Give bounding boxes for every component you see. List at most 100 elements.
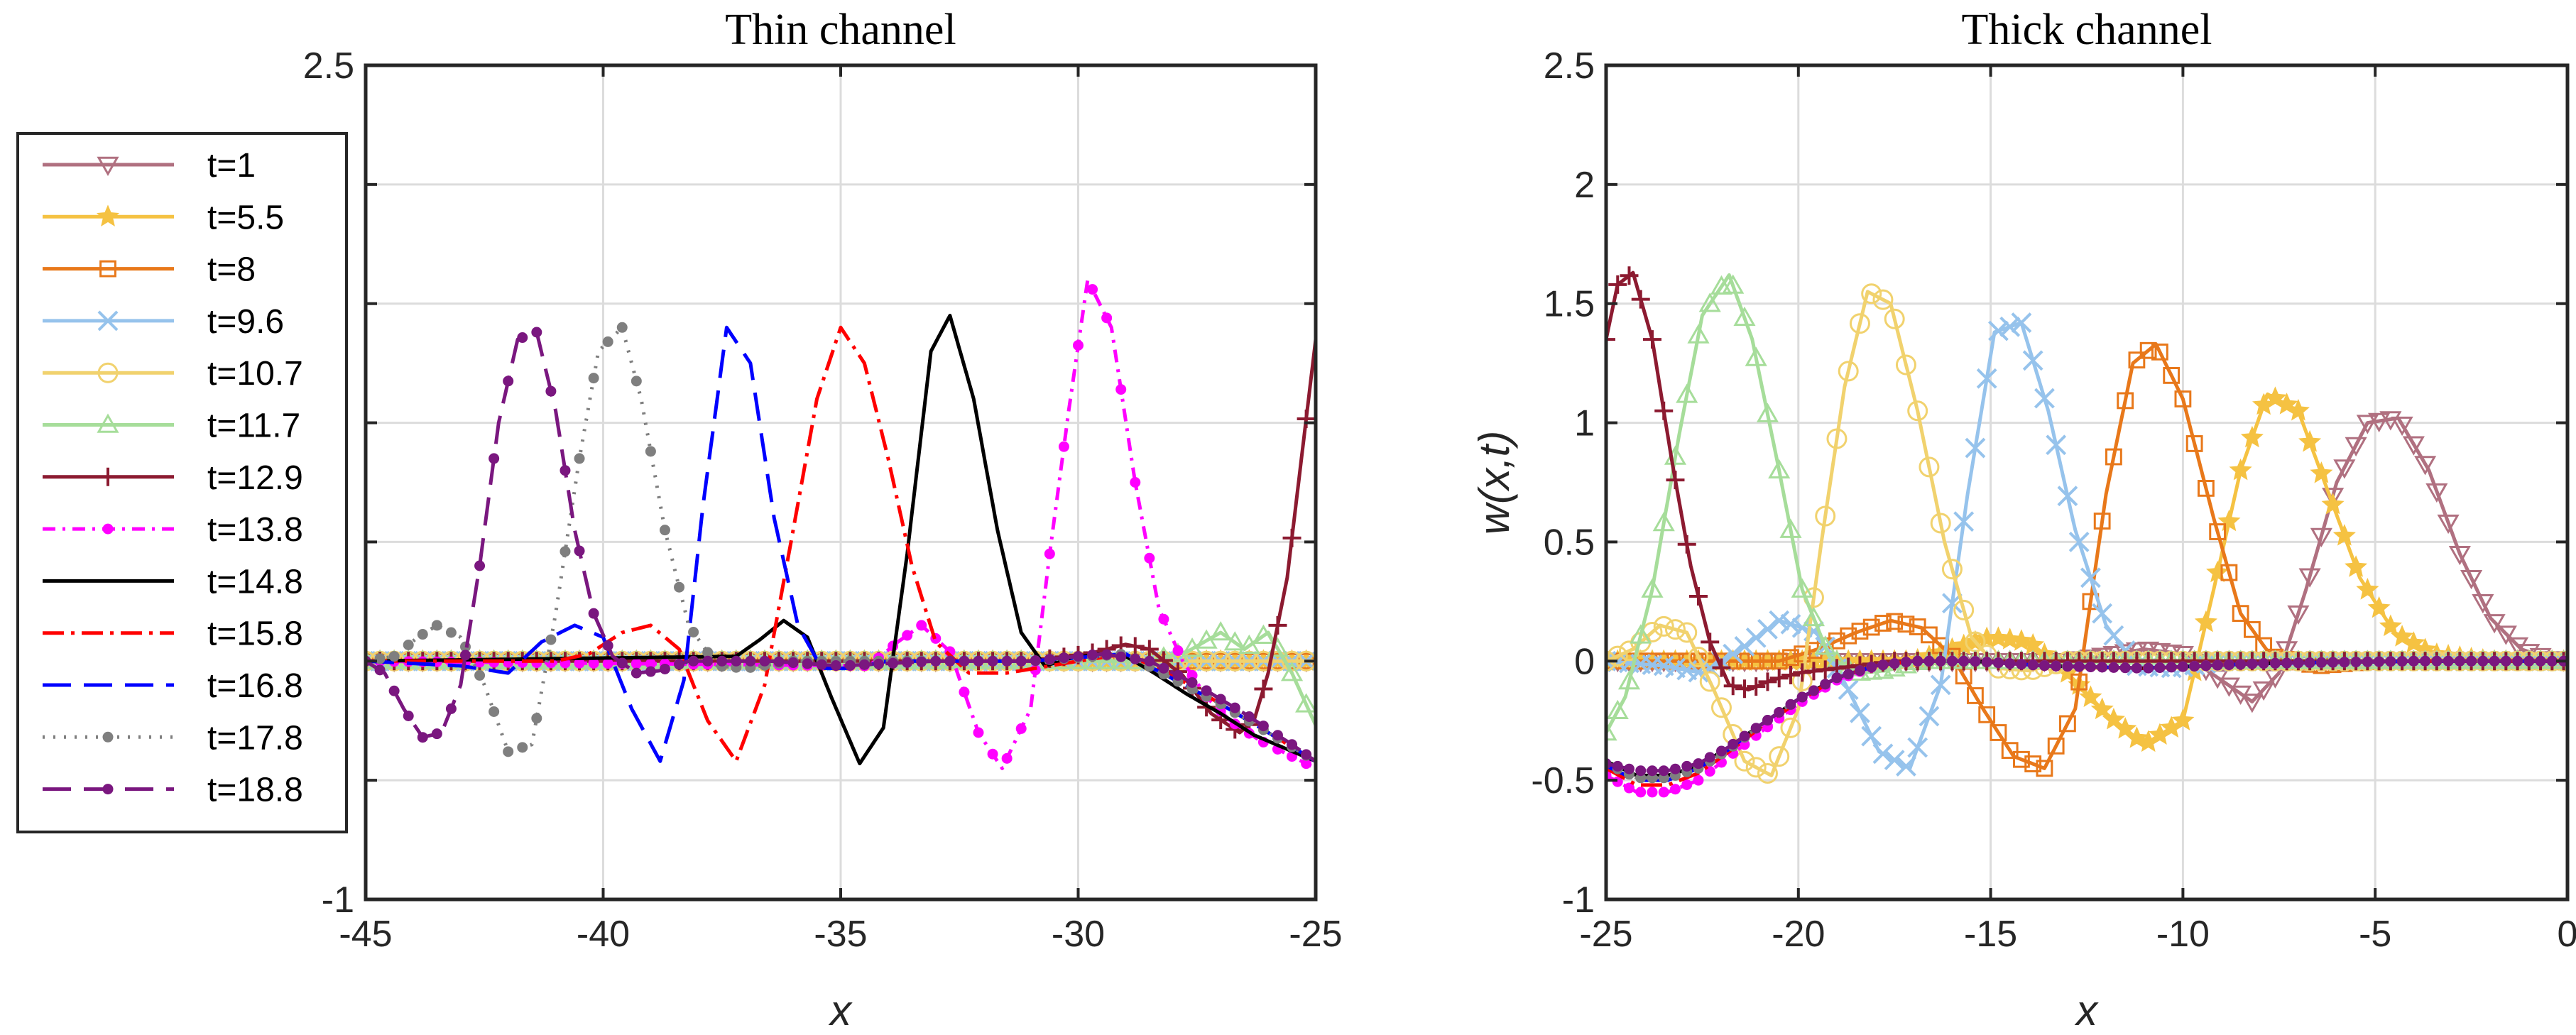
marker-dot: [1831, 672, 1843, 684]
y-axis-label: w(x,t): [1470, 431, 1518, 535]
marker-dot: [702, 655, 714, 667]
legend-item: t=11.7: [43, 407, 300, 445]
marker-plus: [1701, 632, 1720, 652]
marker-dot: [1693, 758, 1704, 770]
marker-triangle-up: [1606, 721, 1617, 741]
marker-dot: [1144, 552, 1155, 564]
legend-item: t=17.8: [43, 719, 303, 757]
marker-circle: [1710, 697, 1732, 718]
marker-dot: [888, 657, 899, 669]
marker-circle: [1653, 615, 1674, 637]
marker-dot: [1958, 655, 1970, 667]
marker-dot: [1912, 655, 1923, 667]
marker-triangle-down: [2252, 681, 2275, 701]
marker-square: [1967, 687, 1984, 704]
marker-x: [1769, 610, 1790, 631]
marker-dot: [1087, 650, 1098, 661]
marker-dot: [902, 630, 913, 641]
marker-triangle-up: [97, 413, 119, 433]
marker-dot: [1058, 652, 1069, 664]
marker-dot: [1658, 765, 1669, 777]
marker-plus: [1688, 586, 1708, 606]
marker-square: [2001, 742, 2019, 760]
marker-circle: [1815, 505, 1836, 527]
legend-label: t=18.8: [207, 772, 303, 809]
marker-circle: [1699, 671, 1720, 692]
marker-dot: [2339, 657, 2350, 668]
marker-dot: [2374, 656, 2385, 667]
marker-square: [1759, 652, 1777, 670]
marker-square: [1862, 618, 1880, 636]
marker-dot: [2385, 656, 2396, 667]
marker-triangle-up: [1814, 635, 1837, 655]
marker-dot: [1130, 653, 1141, 664]
marker-triangle-up: [1791, 578, 1813, 598]
legend-label: t=5.5: [207, 199, 284, 236]
marker-dot: [1172, 645, 1184, 657]
x-tick-label: -30: [1052, 914, 1105, 955]
marker-dot: [2131, 662, 2142, 674]
marker-dot: [102, 731, 114, 743]
marker-dot: [1229, 702, 1240, 713]
marker-dot: [1704, 752, 1715, 763]
marker-triangle-down: [2472, 593, 2494, 614]
series-t-18.8: [366, 327, 1316, 763]
marker-dot: [1669, 763, 1681, 774]
x-tick-label: -20: [1772, 914, 1825, 955]
x-axis-label: x: [828, 987, 853, 1034]
marker-dot: [1796, 691, 1808, 703]
marker-dot: [631, 667, 642, 679]
x-tick-label: 0: [2558, 914, 2576, 955]
marker-dot: [1301, 749, 1312, 760]
marker-square: [1770, 652, 1788, 670]
marker-triangle-up: [1733, 306, 1756, 327]
marker-dot: [1144, 655, 1155, 667]
marker-dot: [2062, 661, 2073, 672]
y-tick-label: -1: [1562, 880, 1595, 921]
marker-x: [2068, 532, 2090, 552]
marker-x: [1850, 702, 1870, 723]
marker-dot: [2535, 655, 2546, 667]
marker-dot: [1612, 760, 1623, 772]
marker-triangle-down: [2414, 456, 2437, 476]
marker-dot: [602, 658, 613, 669]
marker-dot: [1272, 730, 1283, 741]
marker-dot: [2281, 657, 2293, 669]
marker-star: [2090, 697, 2114, 720]
marker-dot: [959, 655, 970, 667]
marker-dot: [403, 711, 414, 721]
marker-dot: [873, 658, 885, 669]
marker-dot: [2420, 655, 2431, 667]
marker-square: [2059, 715, 2076, 733]
marker-dot: [2454, 655, 2465, 667]
marker-dot: [1058, 441, 1069, 452]
marker-triangle-down: [2125, 642, 2148, 662]
marker-dot: [2004, 658, 2016, 669]
y-tick-label: 2: [1574, 165, 1595, 206]
marker-circle: [1745, 757, 1767, 778]
marker-circle: [1757, 763, 1778, 784]
marker-triangle-up: [1722, 274, 1745, 294]
marker-dot: [388, 651, 400, 662]
marker-triangle-down: [2310, 527, 2332, 548]
marker-star: [2356, 578, 2379, 600]
marker-square: [1840, 627, 1857, 645]
marker-triangle-up: [1710, 275, 1733, 295]
marker-dot: [1728, 738, 1739, 750]
marker-dot: [1647, 787, 1658, 798]
marker-dot: [1935, 655, 1946, 667]
x-axis-label: x: [2074, 987, 2099, 1034]
marker-dot: [2350, 657, 2362, 668]
marker-dot: [787, 657, 799, 669]
marker-dot: [973, 655, 984, 667]
marker-star: [2079, 685, 2102, 707]
marker-dot: [816, 659, 827, 670]
marker-dot: [1015, 655, 1027, 667]
marker-dot: [1635, 765, 1647, 777]
marker-triangle-up: [1280, 662, 1304, 681]
legend-label: t=10.7: [207, 355, 303, 393]
marker-triangle-down: [2391, 416, 2413, 437]
marker-square: [1794, 645, 1811, 663]
marker-dot: [2016, 659, 2027, 670]
marker-plus: [1631, 290, 1650, 309]
